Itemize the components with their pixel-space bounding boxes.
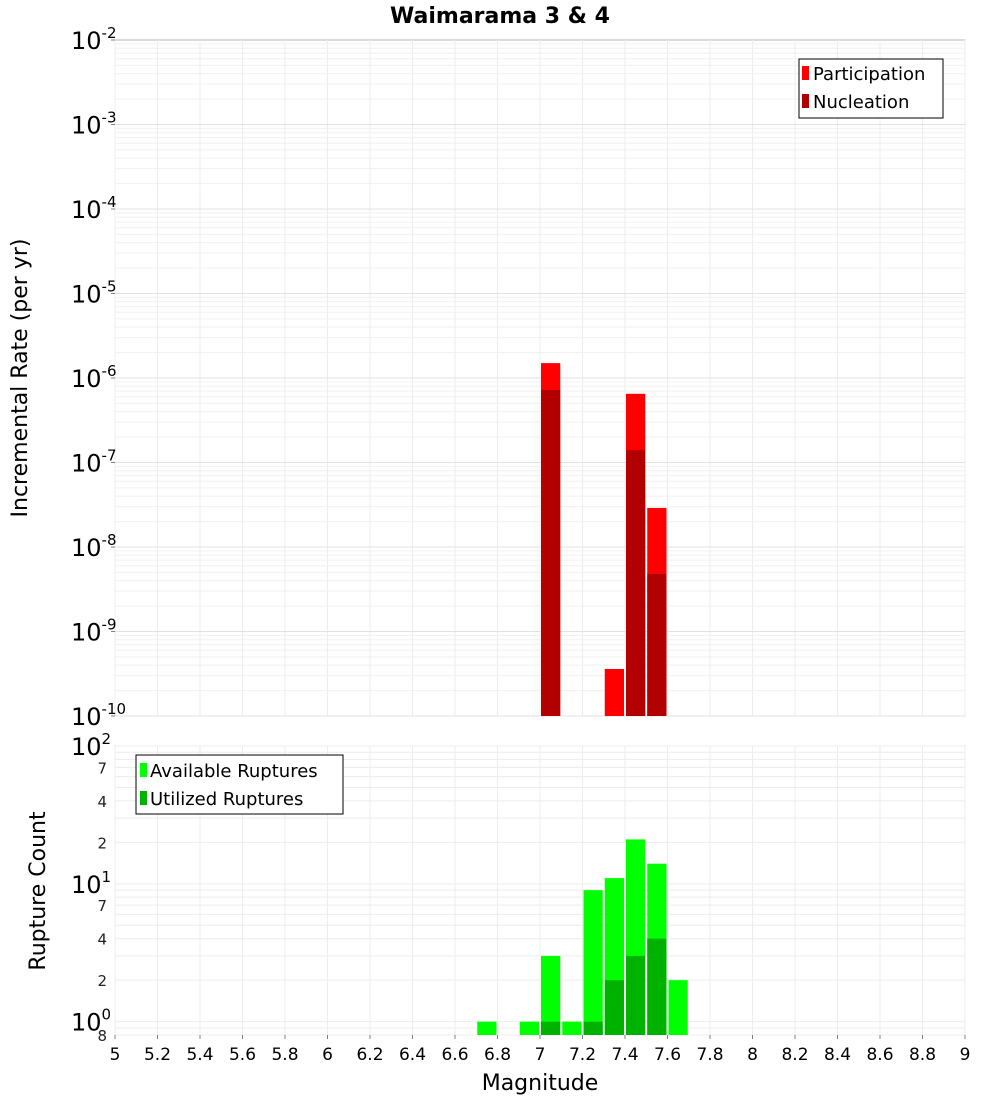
utilized-ruptures-bar [604,980,624,1035]
legend-label-available: Available Ruptures [150,761,318,782]
x-tick-label: 8.8 [909,1045,936,1065]
utilized-ruptures-bar [626,955,646,1035]
nucleation-bar [626,450,646,716]
x-tick-label: 8.6 [866,1045,893,1065]
bottom-y-tick-label: 101 [71,868,111,899]
available-ruptures-bar [519,1021,539,1035]
x-tick-label: 6.2 [356,1045,383,1065]
legend-swatch-participation [802,66,809,80]
x-tick-label: 6.4 [399,1045,426,1065]
legend-swatch-available [140,763,147,777]
available-ruptures-bar [541,955,561,1035]
x-tick-label: 7.8 [696,1045,723,1065]
x-tick-label: 5 [110,1045,121,1065]
bottom-y-minor-tick-label: 4 [97,793,107,811]
x-tick-label: 9 [960,1045,971,1065]
bottom-y-minor-tick-label: 7 [97,897,107,915]
legend-label-participation: Participation [813,64,925,85]
x-tick-label: 5.2 [144,1045,171,1065]
bottom-legend: Available Ruptures Utilized Ruptures [135,754,344,815]
utilized-ruptures-bar [647,938,667,1035]
x-tick-label: 5.8 [271,1045,298,1065]
utilized-ruptures-bar [583,1021,603,1035]
bottom-y-tick-label: 102 [71,730,111,761]
legend-label-utilized: Utilized Ruptures [150,789,303,810]
top-y-tick-label: 10-7 [71,447,117,478]
x-tick-label: 7.2 [569,1045,596,1065]
top-y-tick-label: 10-5 [71,278,117,309]
top-y-tick-label: 10-10 [71,700,126,731]
x-tick-label: 6 [322,1045,333,1065]
bottom-y-minor-tick-label: 2 [97,972,107,990]
top-legend: Participation Nucleation [798,58,944,119]
available-ruptures-bar [477,1021,497,1035]
x-tick-label: 7.6 [654,1045,681,1065]
bottom-y-minor-tick-label: 4 [97,931,107,949]
bottom-y-minor-tick-label: 2 [97,834,107,852]
available-ruptures-bar [583,890,603,1035]
x-tick-label: 6.8 [484,1045,511,1065]
x-tick-label: 7 [535,1045,546,1065]
x-tick-label: 5.4 [186,1045,213,1065]
bottom-y-minor-tick-label: 7 [97,759,107,777]
top-y-tick-label: 10-4 [71,193,117,224]
utilized-ruptures-bar [541,1021,561,1035]
bottom-y-axis-label: Rupture Count [26,811,51,971]
legend-swatch-nucleation [802,94,809,108]
legend-label-nucleation: Nucleation [813,92,909,113]
nucleation-bar [647,573,667,716]
x-tick-label: 6.6 [441,1045,468,1065]
x-tick-label: 5.6 [229,1045,256,1065]
x-tick-label: 7.4 [611,1045,638,1065]
x-tick-label: 8.4 [824,1045,851,1065]
top-y-tick-label: 10-6 [71,362,117,393]
bottom-y-tick-label: 100 [71,1006,111,1037]
participation-bar [604,668,624,716]
top-y-tick-label: 10-8 [71,531,117,562]
top-y-tick-label: 10-2 [71,24,117,55]
available-ruptures-bar [668,980,688,1035]
x-tick-label: 8.2 [781,1045,808,1065]
top-y-axis-label: Incremental Rate (per yr) [8,239,33,518]
available-ruptures-bar [562,1021,582,1035]
top-y-tick-label: 10-3 [71,109,117,140]
legend-swatch-utilized [140,791,147,805]
top-y-tick-label: 10-9 [71,616,117,647]
chart-title: Waimarama 3 & 4 [390,4,610,29]
rate-panel: 10-2 10-3 10-4 10-5 10-6 10-7 10-8 10-9 10-10 [71,24,966,731]
nucleation-bar [541,390,561,716]
bottom-y-minor-tick-label: 8 [97,1027,107,1045]
x-tick-label: 8 [747,1045,758,1065]
x-axis-label: Magnitude [482,1071,599,1096]
